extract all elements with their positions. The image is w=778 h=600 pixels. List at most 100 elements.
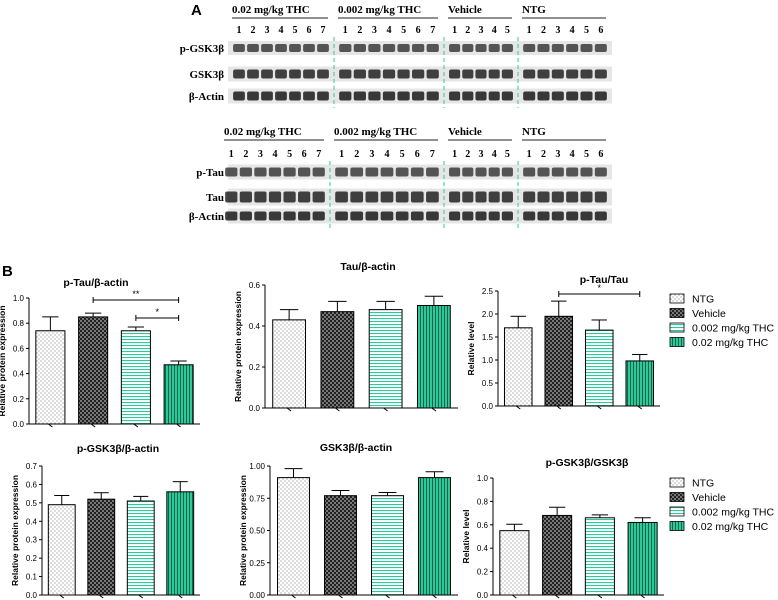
blot-band bbox=[566, 191, 579, 203]
blot-band bbox=[353, 69, 366, 79]
blot-lane-number: 2 bbox=[465, 25, 470, 36]
blot-band bbox=[233, 91, 245, 101]
blot-band bbox=[350, 167, 364, 177]
blot-band bbox=[239, 191, 252, 203]
legend-swatch bbox=[669, 506, 685, 517]
blot-band bbox=[365, 167, 379, 177]
y-tick-label: 0.4 bbox=[249, 322, 261, 331]
blot-group-title: 0.002 mg/kg THC bbox=[338, 4, 421, 16]
blot-band bbox=[283, 167, 296, 177]
blot-band bbox=[475, 91, 487, 101]
y-tick-label: 0.00 bbox=[249, 591, 265, 600]
blot-band bbox=[239, 211, 252, 221]
blot-band bbox=[449, 167, 461, 177]
y-tick-label: 0.8 bbox=[477, 497, 489, 506]
blot-group-title: NTG bbox=[522, 126, 546, 138]
y-tick-label: 0.7 bbox=[26, 462, 38, 471]
blot-band bbox=[298, 191, 311, 203]
legend-label: 0.02 mg/kg THC bbox=[692, 521, 769, 533]
blot-group-title: Vehicle bbox=[448, 126, 482, 138]
chart-title: p-GSK3β/β-actin bbox=[77, 443, 159, 455]
bar-3 bbox=[120, 330, 151, 425]
bar-4 bbox=[416, 305, 451, 409]
legend-top: NTG Vehicle 0.002 mg/kg THC 0.02 mg/kg THC bbox=[669, 294, 775, 349]
x-tick bbox=[512, 594, 517, 599]
blot-group-title: 0.02 mg/kg THC bbox=[224, 126, 302, 138]
bar-1 bbox=[503, 327, 533, 407]
blot-lane-number: 4 bbox=[385, 149, 390, 160]
blot-band bbox=[537, 69, 550, 79]
blot-band bbox=[247, 44, 259, 52]
blot-band bbox=[339, 69, 352, 79]
blot-band bbox=[551, 44, 564, 52]
y-tick-label: 1.00 bbox=[249, 462, 265, 471]
legend-label: 0.02 mg/kg THC bbox=[692, 337, 769, 349]
blot-band bbox=[594, 69, 607, 79]
blot-band bbox=[488, 69, 500, 79]
x-tick bbox=[335, 407, 340, 412]
blot-row-label: Tau bbox=[206, 192, 224, 204]
y-tick-label: 0.2 bbox=[13, 395, 25, 404]
y-tick-label: 0.5 bbox=[482, 379, 494, 388]
blot-lane-number: 3 bbox=[555, 149, 560, 160]
y-tick-label: 0.4 bbox=[13, 370, 25, 379]
significance-label: * bbox=[155, 307, 159, 317]
blot-band bbox=[283, 191, 296, 203]
blot-lane-number: 4 bbox=[570, 149, 575, 160]
blot-band bbox=[537, 91, 550, 101]
blot-lane-number: 3 bbox=[372, 25, 377, 36]
blot-band bbox=[551, 211, 564, 221]
blot-band bbox=[298, 211, 311, 221]
significance-label: * bbox=[597, 283, 601, 293]
blot-band bbox=[353, 91, 366, 101]
blot-lane-number: 5 bbox=[293, 25, 298, 36]
blot-band bbox=[233, 69, 245, 79]
bar-3 bbox=[584, 517, 615, 596]
x-tick bbox=[637, 405, 643, 410]
blot-band bbox=[580, 91, 593, 101]
blot-lane-number: 2 bbox=[465, 149, 470, 160]
blot-lane-number: 4 bbox=[570, 25, 575, 36]
significance-label: ** bbox=[132, 289, 140, 299]
bar-3 bbox=[368, 309, 403, 409]
blot-band bbox=[475, 44, 487, 52]
blot-lane-number: 2 bbox=[357, 25, 362, 36]
x-tick bbox=[432, 594, 437, 599]
blot-band bbox=[397, 44, 410, 52]
blot-band bbox=[537, 191, 550, 203]
blot-band bbox=[475, 191, 487, 203]
blot-lane-number: 5 bbox=[584, 25, 589, 36]
y-tick-label: 0.50 bbox=[249, 527, 265, 536]
y-tick-label: 1.0 bbox=[13, 294, 25, 303]
y-tick-label: 0.75 bbox=[249, 494, 265, 503]
blot-lane-number: 2 bbox=[541, 25, 546, 36]
blot-band bbox=[426, 44, 439, 52]
blot-band bbox=[488, 91, 500, 101]
bar-2 bbox=[542, 514, 573, 596]
chart-5: GSK3β/β-actin Relative protein expression… bbox=[238, 442, 458, 600]
legend-swatch bbox=[669, 492, 685, 502]
legend-label: 0.002 mg/kg THC bbox=[692, 507, 775, 519]
blot-lane-number: 1 bbox=[452, 25, 457, 36]
blot-lane-number: 3 bbox=[258, 149, 263, 160]
x-tick bbox=[286, 407, 292, 412]
blot-bands bbox=[225, 164, 612, 224]
x-tick bbox=[90, 423, 96, 428]
blot-band bbox=[501, 91, 513, 101]
blot-row-label: β-Actin bbox=[189, 211, 224, 223]
x-tick bbox=[176, 423, 181, 428]
blot-band bbox=[353, 44, 366, 52]
panel-b-label: B bbox=[2, 263, 13, 280]
bar-1 bbox=[47, 504, 76, 596]
blot-band bbox=[298, 167, 311, 177]
blot-lane-number: 5 bbox=[584, 149, 589, 160]
blot-lane-number: 1 bbox=[527, 149, 532, 160]
blot-lane-number: 3 bbox=[555, 25, 560, 36]
blot-band bbox=[395, 211, 409, 221]
bar-1 bbox=[35, 330, 66, 425]
blot-lane-number: 6 bbox=[598, 25, 603, 36]
y-axis-label: Relative protein expression bbox=[10, 475, 20, 586]
chart-title: p-GSK3β/GSK3β bbox=[546, 457, 629, 469]
